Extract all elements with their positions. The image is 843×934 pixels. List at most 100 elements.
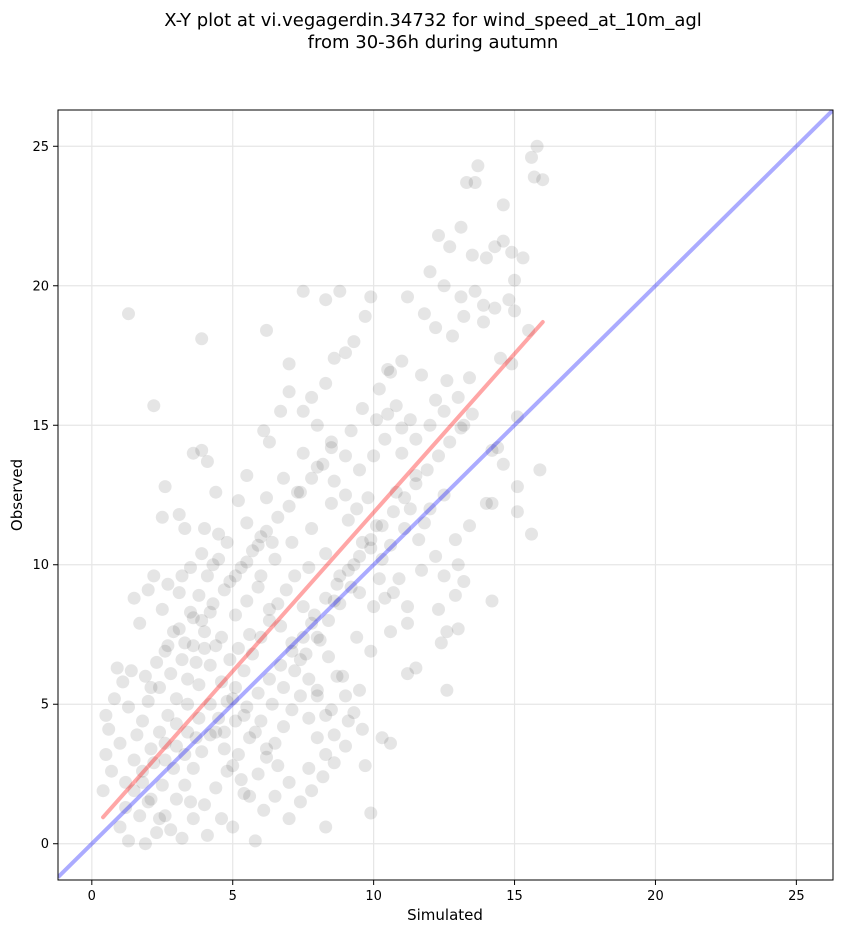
data-point bbox=[231, 494, 245, 508]
data-point bbox=[370, 519, 383, 533]
data-point bbox=[234, 773, 248, 787]
data-point bbox=[231, 641, 245, 655]
data-point bbox=[375, 552, 389, 566]
data-point bbox=[293, 795, 307, 809]
data-point bbox=[192, 678, 206, 692]
data-point bbox=[398, 491, 412, 505]
data-point bbox=[282, 385, 296, 399]
data-point bbox=[417, 516, 431, 530]
data-point bbox=[530, 139, 544, 153]
data-point bbox=[195, 547, 209, 561]
data-point bbox=[155, 510, 169, 524]
data-point bbox=[198, 798, 211, 812]
x-ticks: 0 5 10 15 20 25 bbox=[88, 880, 805, 904]
data-point bbox=[192, 711, 206, 725]
data-point bbox=[389, 485, 403, 499]
data-point bbox=[401, 290, 414, 304]
data-point bbox=[260, 750, 273, 764]
data-point bbox=[198, 522, 211, 535]
data-point bbox=[364, 290, 378, 304]
data-point bbox=[262, 614, 276, 627]
data-point bbox=[113, 820, 127, 834]
data-point bbox=[243, 628, 257, 641]
data-point bbox=[288, 664, 302, 678]
data-point bbox=[296, 284, 310, 298]
data-point bbox=[505, 357, 519, 371]
data-point bbox=[516, 251, 530, 265]
data-point bbox=[127, 753, 141, 767]
data-point bbox=[99, 708, 113, 722]
data-point bbox=[319, 708, 333, 722]
data-point bbox=[401, 667, 414, 681]
data-point bbox=[206, 597, 220, 611]
data-point bbox=[240, 594, 254, 608]
chart-title: X-Y plot at vi.vegagerdin.34732 for wind… bbox=[164, 10, 702, 31]
data-point bbox=[310, 460, 324, 474]
data-point bbox=[409, 432, 423, 446]
data-point bbox=[161, 708, 175, 722]
data-point bbox=[310, 689, 324, 703]
data-point bbox=[339, 449, 352, 463]
data-point bbox=[451, 622, 465, 636]
data-point bbox=[153, 725, 166, 739]
data-point bbox=[451, 558, 465, 572]
data-point bbox=[355, 402, 369, 415]
data-point bbox=[246, 647, 259, 661]
data-point bbox=[169, 792, 183, 806]
data-point bbox=[158, 480, 172, 494]
data-point bbox=[477, 298, 490, 312]
data-point bbox=[378, 432, 392, 446]
data-point bbox=[451, 390, 465, 404]
data-point bbox=[429, 393, 443, 407]
data-point bbox=[223, 653, 237, 667]
data-point bbox=[282, 499, 296, 513]
data-point bbox=[384, 625, 397, 639]
data-point bbox=[144, 742, 158, 756]
data-point bbox=[412, 533, 426, 547]
data-point bbox=[432, 229, 445, 242]
data-point bbox=[260, 491, 273, 505]
data-point bbox=[508, 273, 521, 287]
data-point bbox=[415, 563, 428, 577]
data-point bbox=[260, 524, 273, 538]
data-point bbox=[372, 572, 386, 586]
y-tick-label: 25 bbox=[32, 140, 49, 155]
y-tick-label: 0 bbox=[41, 837, 49, 852]
data-point bbox=[251, 767, 265, 781]
data-point bbox=[285, 535, 299, 549]
data-point bbox=[150, 655, 164, 669]
data-point bbox=[186, 812, 200, 826]
data-point bbox=[336, 669, 350, 683]
data-point bbox=[322, 650, 335, 664]
data-point bbox=[172, 622, 186, 636]
data-point bbox=[167, 761, 180, 775]
data-point bbox=[260, 323, 273, 337]
data-point bbox=[147, 399, 161, 413]
data-point bbox=[274, 658, 288, 672]
data-point bbox=[105, 764, 118, 778]
data-point bbox=[525, 150, 538, 164]
data-point bbox=[226, 692, 240, 706]
data-point bbox=[161, 639, 175, 653]
data-point bbox=[262, 602, 276, 616]
data-point bbox=[477, 315, 490, 329]
data-point bbox=[353, 463, 366, 477]
data-point bbox=[164, 667, 178, 681]
data-point bbox=[347, 558, 361, 572]
data-point bbox=[429, 549, 443, 563]
data-point bbox=[141, 795, 155, 809]
data-point bbox=[229, 681, 242, 694]
data-point bbox=[364, 533, 378, 547]
data-point bbox=[265, 697, 279, 711]
data-point bbox=[291, 485, 304, 499]
data-point bbox=[496, 198, 510, 212]
data-point bbox=[251, 580, 265, 594]
data-point bbox=[367, 600, 381, 614]
data-point bbox=[155, 602, 169, 616]
data-point bbox=[485, 443, 499, 457]
data-point bbox=[302, 711, 316, 725]
data-point bbox=[122, 700, 135, 714]
data-point bbox=[237, 708, 251, 722]
data-point bbox=[488, 301, 502, 315]
data-point bbox=[440, 374, 454, 388]
